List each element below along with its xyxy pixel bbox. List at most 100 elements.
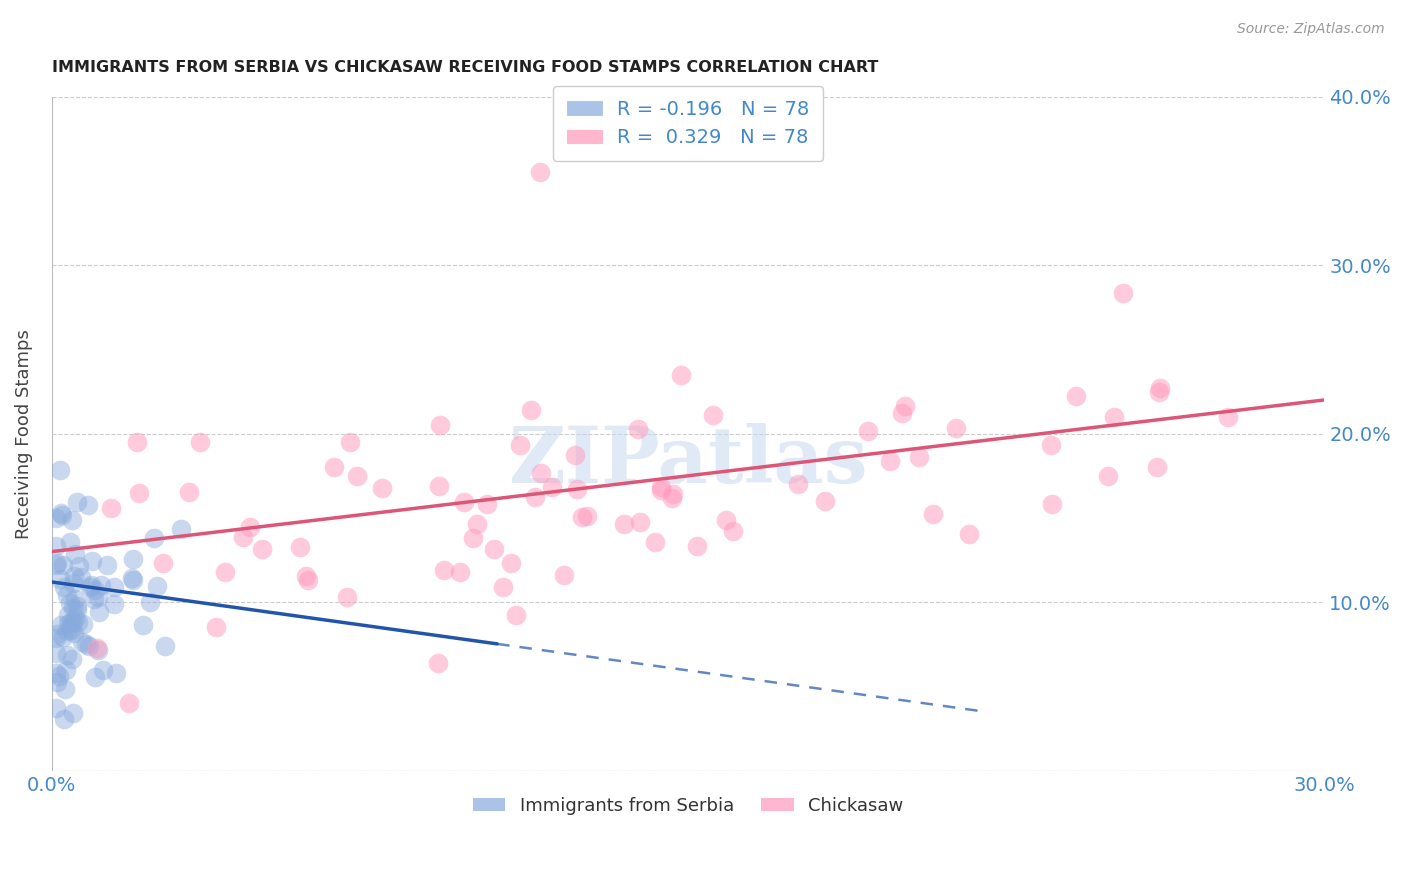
Point [65, 591, 87, 606]
Point [177, 485, 200, 500]
Point [139, 594, 162, 608]
Point [131, 617, 153, 632]
Point [188, 435, 211, 450]
Point [1218, 409, 1240, 424]
Point [62, 575, 84, 590]
Point [890, 406, 912, 420]
Point [529, 165, 551, 179]
Point [894, 399, 917, 413]
Point [127, 434, 149, 449]
Point [63, 568, 86, 582]
Point [53, 712, 76, 726]
Point [662, 487, 685, 501]
Point [56, 617, 79, 632]
Point [75, 637, 97, 651]
Point [669, 368, 692, 383]
Point [62, 625, 84, 640]
Point [45, 646, 67, 660]
Point [453, 494, 475, 508]
Point [650, 483, 672, 497]
Point [66, 602, 89, 616]
Point [339, 434, 361, 449]
Point [1146, 459, 1168, 474]
Point [1147, 384, 1170, 399]
Point [1111, 285, 1133, 300]
Point [429, 417, 451, 432]
Point [630, 515, 652, 529]
Point [121, 571, 143, 585]
Point [613, 517, 636, 532]
Point [52, 558, 75, 572]
Point [427, 479, 450, 493]
Point [786, 477, 808, 491]
Point [214, 566, 236, 580]
Point [335, 590, 357, 604]
Point [1040, 497, 1063, 511]
Text: Source: ZipAtlas.com: Source: ZipAtlas.com [1237, 22, 1385, 37]
Point [540, 480, 562, 494]
Point [475, 497, 498, 511]
Point [60, 652, 83, 666]
Point [83, 592, 105, 607]
Point [370, 481, 392, 495]
Point [205, 619, 228, 633]
Point [122, 552, 145, 566]
Point [45, 674, 67, 689]
Point [250, 541, 273, 556]
Point [505, 607, 527, 622]
Point [716, 512, 738, 526]
Point [77, 640, 100, 654]
Point [86, 640, 108, 655]
Point [45, 627, 67, 641]
Point [53, 681, 76, 696]
Point [686, 539, 709, 553]
Point [70, 635, 93, 649]
Point [571, 509, 593, 524]
Point [49, 506, 72, 520]
Point [103, 598, 125, 612]
Point [56, 608, 79, 623]
Point [449, 566, 471, 580]
Point [650, 480, 672, 494]
Point [564, 448, 586, 462]
Y-axis label: Receiving Food Stamps: Receiving Food Stamps [15, 329, 32, 539]
Point [433, 563, 456, 577]
Point [45, 666, 67, 681]
Point [644, 535, 666, 549]
Point [530, 466, 553, 480]
Point [79, 580, 101, 594]
Point [59, 596, 82, 610]
Point [921, 507, 943, 521]
Point [1040, 438, 1063, 452]
Point [49, 572, 72, 586]
Point [297, 573, 319, 587]
Point [104, 666, 127, 681]
Point [627, 422, 650, 436]
Point [62, 706, 84, 720]
Point [122, 573, 145, 587]
Point [59, 623, 82, 637]
Point [45, 511, 67, 525]
Point [565, 482, 588, 496]
Point [1102, 409, 1125, 424]
Point [51, 508, 73, 522]
Point [45, 556, 67, 570]
Point [232, 530, 254, 544]
Point [52, 630, 75, 644]
Point [814, 494, 837, 508]
Point [59, 620, 82, 634]
Point [346, 468, 368, 483]
Point [91, 663, 114, 677]
Point [509, 438, 531, 452]
Legend: Immigrants from Serbia, Chickasaw: Immigrants from Serbia, Chickasaw [465, 790, 911, 822]
Point [856, 424, 879, 438]
Point [45, 558, 67, 573]
Point [96, 558, 118, 573]
Point [67, 558, 90, 573]
Point [66, 495, 89, 509]
Point [908, 450, 931, 464]
Point [90, 578, 112, 592]
Point [427, 657, 450, 671]
Point [62, 601, 84, 615]
Point [461, 531, 484, 545]
